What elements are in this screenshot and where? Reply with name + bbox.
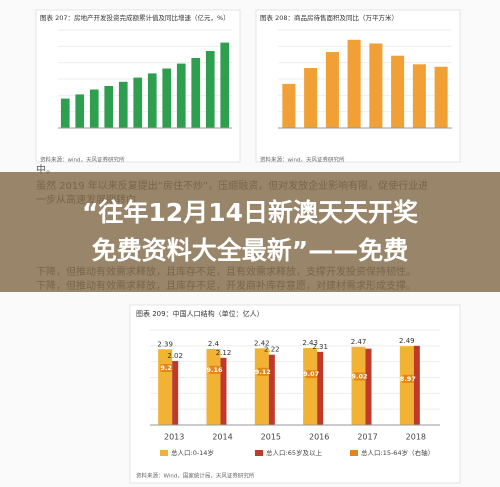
overlay-title: 免费资料大全最新”——免费 bbox=[92, 236, 408, 265]
bar bbox=[220, 357, 227, 425]
bar bbox=[162, 68, 172, 128]
bar bbox=[365, 348, 372, 425]
data-label: 9.02 bbox=[351, 373, 367, 381]
bar bbox=[369, 43, 383, 128]
legend-label: 总人口:65岁及以上 bbox=[266, 448, 322, 457]
figure-source: 资料来源：Wind，国家统计局，天风证券研究所 bbox=[136, 472, 255, 480]
bar bbox=[347, 39, 361, 128]
bar bbox=[413, 345, 420, 425]
data-label: 2.42 bbox=[254, 339, 270, 347]
bar bbox=[282, 83, 296, 128]
data-label: 2.02 bbox=[167, 352, 183, 360]
bar bbox=[391, 55, 405, 128]
overlay-title: “往年12月14日新澳天天开奖 bbox=[82, 198, 418, 227]
bar bbox=[104, 86, 114, 128]
marker bbox=[353, 372, 366, 381]
data-label: 9.16 bbox=[206, 366, 223, 374]
bar bbox=[89, 89, 99, 128]
data-label: 2.47 bbox=[351, 338, 367, 346]
bar bbox=[268, 354, 275, 425]
bar bbox=[172, 361, 179, 425]
data-label: 2.22 bbox=[264, 346, 280, 354]
bar bbox=[158, 349, 173, 425]
legend-swatch bbox=[350, 450, 358, 456]
x-tick-label: 2013 bbox=[164, 433, 184, 442]
figure-title: 图表 208：商品房待售面积及同比（万平方米） bbox=[260, 13, 398, 22]
bar bbox=[191, 58, 201, 128]
x-tick-label: 2014 bbox=[212, 433, 232, 442]
x-tick-label: 2017 bbox=[357, 433, 377, 442]
data-label: 9.12 bbox=[255, 368, 271, 376]
data-label: 8.97 bbox=[400, 375, 416, 383]
data-label: 9.2 bbox=[160, 364, 172, 372]
x-tick-label: 2018 bbox=[406, 433, 426, 442]
bar bbox=[325, 52, 339, 128]
bar bbox=[351, 346, 366, 425]
marker bbox=[256, 367, 269, 376]
data-label: 9.07 bbox=[303, 370, 319, 378]
data-label: 2.31 bbox=[312, 343, 328, 351]
legend-swatch bbox=[255, 450, 263, 456]
bar bbox=[399, 346, 414, 425]
legend-label: 总人口:0-14岁 bbox=[171, 448, 214, 457]
marker bbox=[305, 370, 318, 379]
data-label: 2.12 bbox=[216, 349, 232, 357]
bar bbox=[412, 64, 426, 128]
marker bbox=[160, 364, 173, 372]
bar bbox=[434, 66, 448, 128]
x-tick-label: 2016 bbox=[309, 433, 329, 442]
x-tick-label: 2015 bbox=[261, 433, 281, 442]
figure-source: 资料来源：wind，天风证券研究所 bbox=[40, 156, 125, 164]
bar bbox=[147, 73, 157, 128]
overlay-band bbox=[0, 172, 500, 292]
data-label: 2.43 bbox=[302, 339, 318, 347]
data-label: 2.49 bbox=[399, 337, 415, 345]
bar bbox=[303, 348, 318, 425]
bar bbox=[304, 67, 318, 128]
marker bbox=[208, 365, 221, 374]
bar bbox=[205, 51, 215, 128]
marker bbox=[401, 374, 414, 383]
data-label: 2.4 bbox=[208, 340, 220, 348]
legend-label: 总人口:15-64岁（右轴） bbox=[361, 448, 434, 457]
legend-swatch bbox=[160, 450, 168, 456]
bar bbox=[254, 348, 269, 425]
bar bbox=[118, 81, 128, 128]
bar bbox=[176, 63, 186, 128]
figure-title: 图表 207：房地产开发投资完成额累计值及同比增速（亿元，%） bbox=[40, 13, 230, 22]
bar bbox=[317, 351, 324, 425]
data-label: 2.39 bbox=[157, 340, 173, 348]
bar bbox=[220, 42, 230, 128]
bar bbox=[60, 98, 70, 128]
bar bbox=[133, 77, 143, 128]
figure-source: 资料来源：wind，天风证券研究所 bbox=[260, 156, 345, 164]
bar bbox=[206, 349, 221, 425]
figure-title: 图表 209：中国人口结构（单位：亿人） bbox=[136, 309, 264, 318]
bar bbox=[75, 94, 85, 128]
